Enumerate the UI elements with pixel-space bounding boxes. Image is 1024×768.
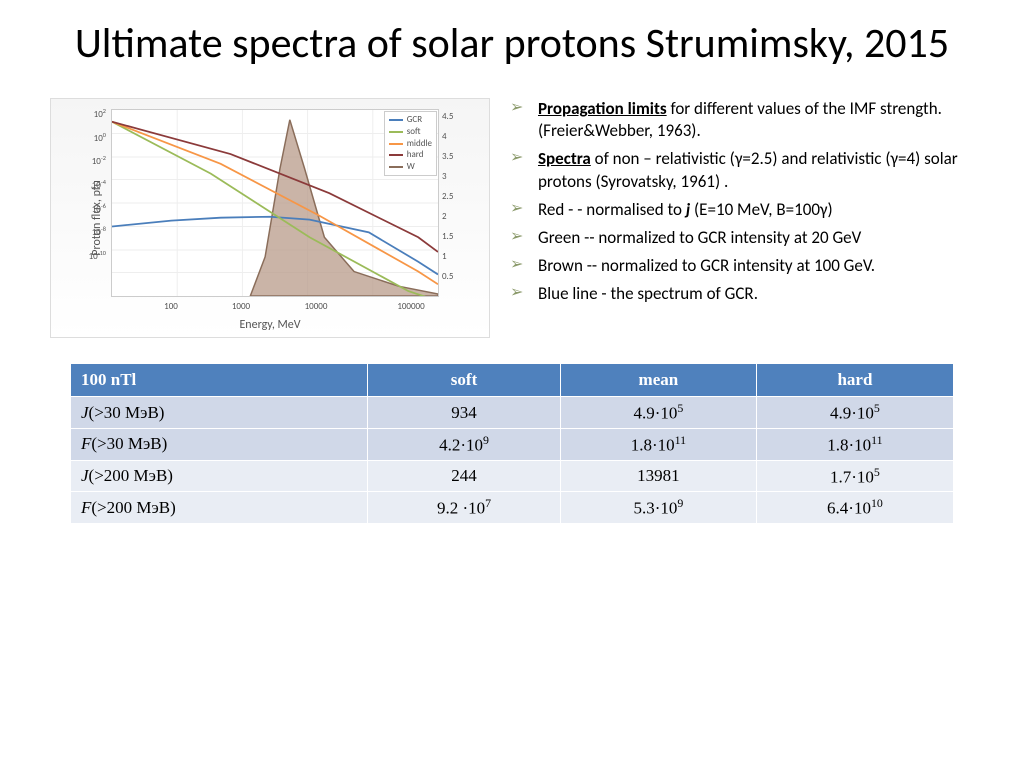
bullet-item: Spectra of non – relativistic (γ=2.5) an… <box>510 148 974 192</box>
x-axis-label: Energy, MeV <box>239 318 300 332</box>
row-label: J(>200 МэВ) <box>71 460 368 492</box>
bullet-item: Propagation limits for different values … <box>510 98 974 142</box>
y-axis-left-label: Proton flux, pfu <box>90 181 104 257</box>
bullet-item: Green -- normalized to GCR intensity at … <box>510 227 974 249</box>
table-container: 100 nTl soft mean hard J(>30 МэВ)9344.9·… <box>50 363 974 524</box>
col-header: hard <box>756 364 953 397</box>
cell: 1.8·1011 <box>560 428 756 460</box>
chart: Proton flux, pfu Response function, % En… <box>50 98 490 338</box>
col-header: 100 nTl <box>71 364 368 397</box>
col-header: soft <box>368 364 561 397</box>
table-row: J(>200 МэВ)244139811.7·105 <box>71 460 954 492</box>
cell: 1.7·105 <box>756 460 953 492</box>
row-label: J(>30 МэВ) <box>71 397 368 429</box>
cell: 4.9·105 <box>560 397 756 429</box>
cell: 4.9·105 <box>756 397 953 429</box>
col-header: mean <box>560 364 756 397</box>
content-row: Proton flux, pfu Response function, % En… <box>50 98 974 338</box>
cell: 1.8·1011 <box>756 428 953 460</box>
bullet-item: Blue line - the spectrum of GCR. <box>510 283 974 305</box>
row-label: F(>30 МэВ) <box>71 428 368 460</box>
data-table: 100 nTl soft mean hard J(>30 МэВ)9344.9·… <box>70 363 954 524</box>
slide: Ultimate spectra of solar protons Strumi… <box>0 0 1024 768</box>
table-row: F(>30 МэВ)4.2·1091.8·10111.8·1011 <box>71 428 954 460</box>
table-row: F(>200 МэВ)9.2 ·1075.3·1096.4·1010 <box>71 492 954 524</box>
cell: 244 <box>368 460 561 492</box>
cell: 13981 <box>560 460 756 492</box>
legend: GCR soft middle hard W <box>384 111 437 175</box>
row-label: F(>200 МэВ) <box>71 492 368 524</box>
bullet-item: Red - - normalised to j (E=10 MeV, B=100… <box>510 199 974 221</box>
table-body: J(>30 МэВ)9344.9·1054.9·105F(>30 МэВ)4.2… <box>71 397 954 524</box>
bullets-column: Propagation limits for different values … <box>510 98 974 338</box>
cell: 9.2 ·107 <box>368 492 561 524</box>
cell: 6.4·1010 <box>756 492 953 524</box>
table-row: J(>30 МэВ)9344.9·1054.9·105 <box>71 397 954 429</box>
cell: 5.3·109 <box>560 492 756 524</box>
bullet-item: Brown -- normalized to GCR intensity at … <box>510 255 974 277</box>
bullet-list: Propagation limits for different values … <box>510 98 974 305</box>
chart-column: Proton flux, pfu Response function, % En… <box>50 98 490 338</box>
slide-title: Ultimate spectra of solar protons Strumi… <box>50 20 974 68</box>
cell: 4.2·109 <box>368 428 561 460</box>
table-header-row: 100 nTl soft mean hard <box>71 364 954 397</box>
cell: 934 <box>368 397 561 429</box>
